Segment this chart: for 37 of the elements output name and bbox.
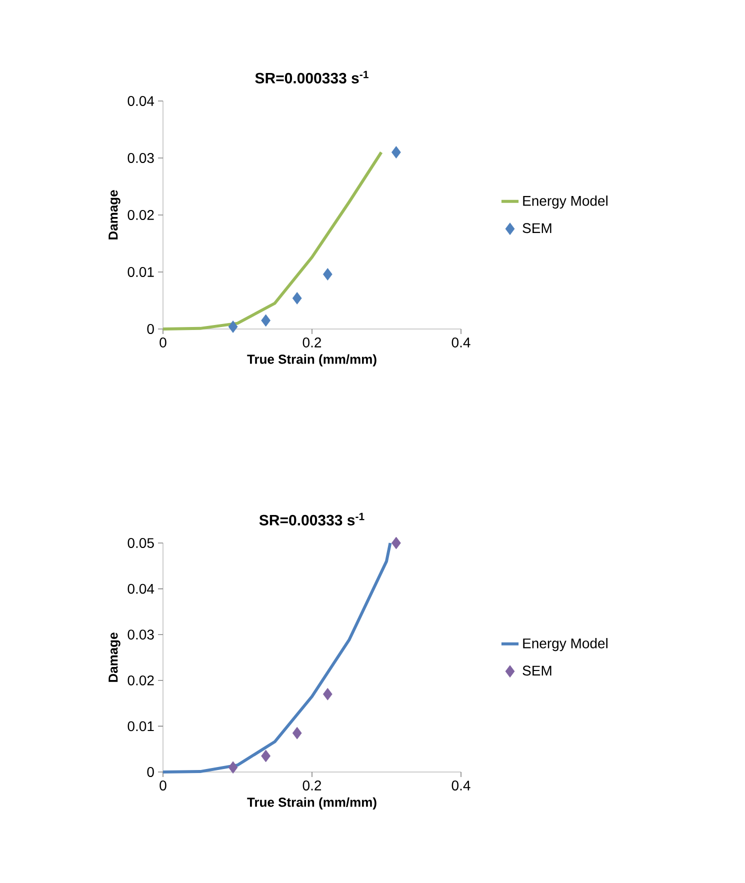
y-axis-title: Damage <box>108 632 120 682</box>
point <box>228 761 238 774</box>
y-tick-label: 0.02 <box>128 210 154 220</box>
legend-label: SEM <box>522 666 552 676</box>
legend-label: SEM <box>522 223 552 234</box>
point <box>391 536 401 550</box>
point <box>391 146 401 159</box>
x-tick-label: 0.4 <box>452 780 470 790</box>
x-tick-label: 0.4 <box>452 338 470 348</box>
point <box>292 726 302 740</box>
y-tick-label: 0.05 <box>128 538 154 548</box>
point <box>261 314 271 327</box>
y-tick-label: 0.01 <box>128 267 154 277</box>
x-tick-label: 0.2 <box>302 338 322 348</box>
y-tick-label: 0.02 <box>128 675 154 686</box>
x-tick-label: 0 <box>160 338 166 348</box>
y-tick-label: 0.03 <box>128 153 154 163</box>
point <box>228 320 238 333</box>
chart-title: SR=0.00333 s$^{-1}$ <box>259 512 364 526</box>
y-tick-label: 0 <box>147 767 154 777</box>
point <box>322 268 332 280</box>
y-tick-label: 0.04 <box>128 96 154 106</box>
x-tick-label: 0.2 <box>302 780 322 790</box>
x-tick-label: 0 <box>160 780 166 790</box>
y-tick-label: 0.01 <box>128 721 154 732</box>
chart-title: SR=0.000333 s$^{-1}$ <box>255 70 368 84</box>
legend-label: Energy Model <box>523 638 608 652</box>
y-tick-label: 0.04 <box>128 584 154 594</box>
point <box>292 292 302 304</box>
y-axis-title: Damage <box>108 190 120 240</box>
y-tick-label: 0.03 <box>128 630 154 640</box>
x-axis-title: True Strain (mm/mm) <box>247 797 376 810</box>
point <box>322 688 332 700</box>
x-axis-title: True Strain (mm/mm) <box>247 354 376 366</box>
y-tick-label: 0 <box>147 324 154 334</box>
legend-label: Energy Model <box>523 196 608 209</box>
point <box>261 750 271 762</box>
